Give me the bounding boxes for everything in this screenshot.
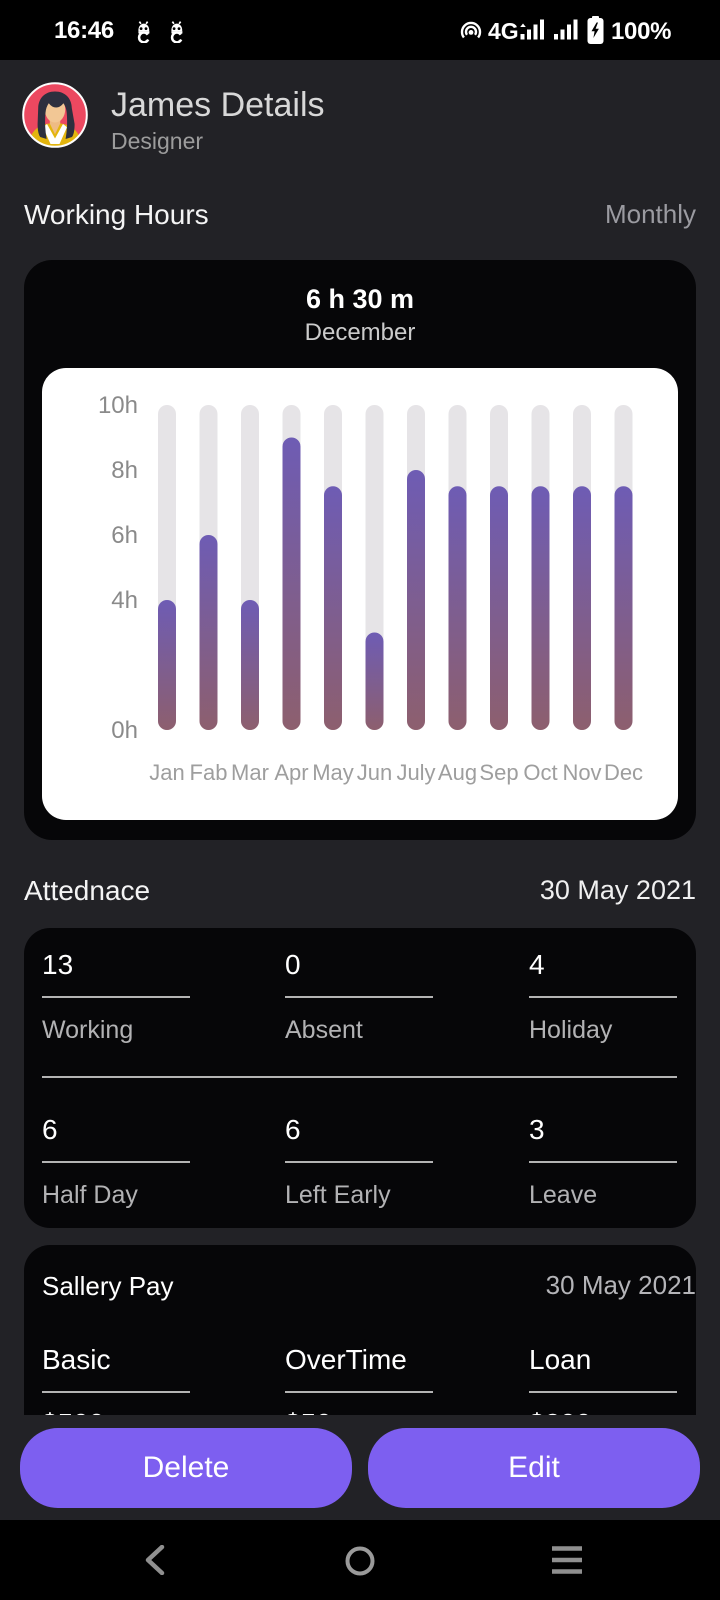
svg-text:Aug: Aug xyxy=(438,760,477,785)
svg-text:Fab: Fab xyxy=(190,760,228,785)
svg-text:Mar: Mar xyxy=(231,760,269,785)
svg-text:Sep: Sep xyxy=(479,760,518,785)
svg-text:Nov: Nov xyxy=(562,760,601,785)
svg-text:10h: 10h xyxy=(98,392,138,419)
svg-text:Jun: Jun xyxy=(357,760,392,785)
svg-text:Dec: Dec xyxy=(604,760,643,785)
svg-text:Jan: Jan xyxy=(149,760,184,785)
svg-text:May: May xyxy=(312,760,354,785)
svg-text:Apr: Apr xyxy=(274,760,308,785)
svg-text:6h: 6h xyxy=(111,522,138,549)
svg-text:July: July xyxy=(396,760,435,785)
svg-text:0h: 0h xyxy=(111,717,138,744)
svg-text:4h: 4h xyxy=(111,587,138,614)
svg-text:8h: 8h xyxy=(111,457,138,484)
svg-text:Oct: Oct xyxy=(523,760,557,785)
